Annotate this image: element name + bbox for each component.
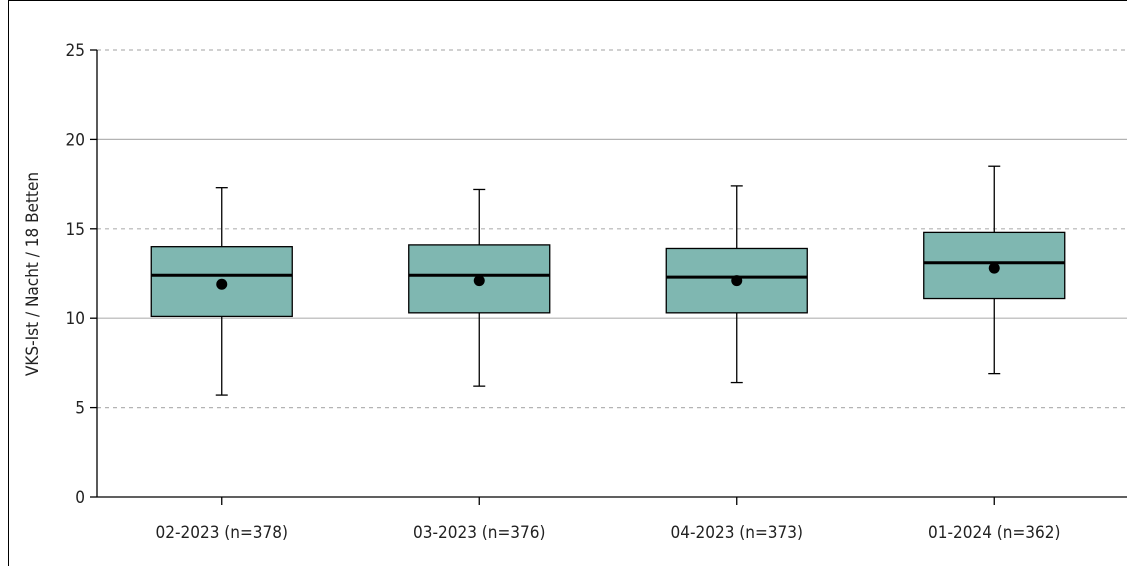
mean-marker <box>988 262 1000 274</box>
mean-marker <box>731 275 743 287</box>
grid-lines <box>97 49 1127 409</box>
x-ticks: 02-2023 (n=378) 03-2023 (n=376) 04-2023 (n… <box>156 497 1060 543</box>
y-axis-title: VKS-Ist / Nacht / 18 Betten <box>23 172 43 376</box>
box-group <box>665 185 808 384</box>
x-tick-label: 03-2023 (n=376) <box>413 523 545 543</box>
y-tick-label: 20 <box>66 130 85 150</box>
box-group <box>923 165 1066 375</box>
y-tick-label: 5 <box>75 399 85 419</box>
box-group <box>150 187 293 396</box>
x-tick-label: 04-2023 (n=373) <box>671 523 803 543</box>
boxes <box>150 165 1066 396</box>
axes <box>96 50 1127 498</box>
y-tick-label: 15 <box>66 220 85 240</box>
y-tick-label: 25 <box>66 41 85 61</box>
mean-marker <box>216 278 228 290</box>
y-ticks: 0 5 10 15 20 25 <box>66 41 97 508</box>
box-group <box>408 188 551 387</box>
x-tick-label: 02-2023 (n=378) <box>156 523 288 543</box>
x-tick-label: 01-2024 (n=362) <box>928 523 1060 543</box>
mean-marker <box>473 275 485 287</box>
y-tick-label: 0 <box>75 488 85 508</box>
box-iqr <box>150 246 293 318</box>
y-tick-label: 10 <box>66 309 85 329</box>
